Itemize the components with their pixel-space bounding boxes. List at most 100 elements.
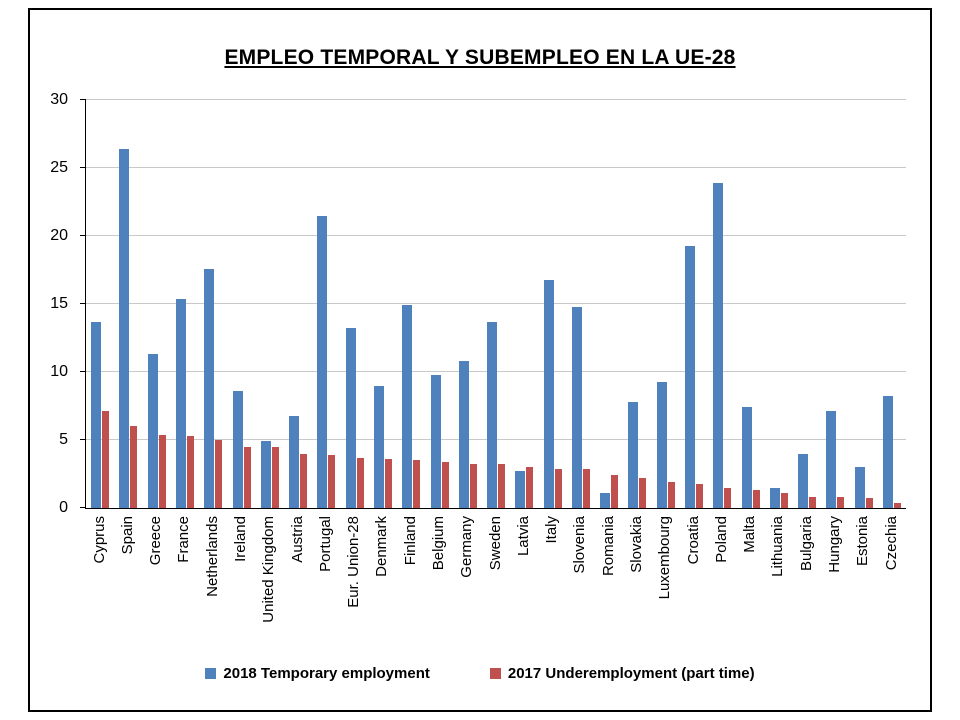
underemployment-bar xyxy=(752,490,760,508)
y-tick-mark xyxy=(80,371,86,373)
x-axis-label: Germany xyxy=(458,516,476,578)
underemployment-bar xyxy=(130,426,138,508)
bar-group xyxy=(312,100,340,508)
bar-group xyxy=(878,100,906,508)
bar-group xyxy=(256,100,284,508)
x-axis-cell: Netherlands xyxy=(198,509,226,643)
underemployment-bar xyxy=(780,493,788,508)
temporary-employment-bar xyxy=(769,487,780,508)
temporary-employment-bar xyxy=(260,441,271,508)
underemployment-bar xyxy=(611,475,619,508)
x-axis-label: Greece xyxy=(147,516,165,566)
x-axis: Cyprus Spain Greece France Netherlands Irelan… xyxy=(85,509,905,643)
x-axis-cell: Portugal xyxy=(311,509,339,643)
x-axis-label: Croatia xyxy=(684,516,702,565)
temporary-employment-bar xyxy=(345,328,356,508)
x-axis-label: Romania xyxy=(599,516,617,577)
underemployment-bar xyxy=(102,411,110,508)
x-axis-label: Malta xyxy=(741,516,759,553)
bar-group xyxy=(171,100,199,508)
temporary-employment-bar xyxy=(826,411,837,508)
y-tick-label: 30 xyxy=(50,91,68,108)
x-axis-label: Slovenia xyxy=(571,516,589,574)
temporary-employment-bar xyxy=(515,471,526,508)
x-axis-cell: Hungary xyxy=(820,509,848,643)
x-axis-label: Spain xyxy=(118,516,136,555)
x-axis-cell: Luxembourg xyxy=(651,509,679,643)
underemployment-bar xyxy=(158,434,166,508)
legend-item-temporary-employment: 2018 Temporary employment xyxy=(205,665,430,682)
temporary-employment-bar xyxy=(204,268,215,508)
bar-group xyxy=(227,100,255,508)
y-tick-mark xyxy=(80,99,86,100)
slide-frame: EMPLEO TEMPORAL Y SUBEMPLEO EN LA UE-28 … xyxy=(28,8,932,712)
temporary-employment-bar xyxy=(119,148,130,508)
underemployment-bar xyxy=(413,460,421,508)
x-axis-label: Netherlands xyxy=(203,516,221,597)
x-axis-cell: Bulgaria xyxy=(792,509,820,643)
underemployment-bar xyxy=(441,461,449,508)
bars xyxy=(86,100,906,508)
bar-group xyxy=(708,100,736,508)
temporary-employment-bar xyxy=(430,374,441,508)
x-axis-cell: Greece xyxy=(142,509,170,643)
x-axis-cell: Ireland xyxy=(226,509,254,643)
x-axis-label: Bulgaria xyxy=(797,516,815,572)
bar-group xyxy=(623,100,651,508)
x-axis-label: Cyprus xyxy=(90,516,108,564)
legend: 2018 Temporary employment 2017 Underempl… xyxy=(30,665,930,682)
x-axis-label: Austria xyxy=(288,516,306,563)
x-axis-cell: Spain xyxy=(113,509,141,643)
bar-group xyxy=(793,100,821,508)
temporary-employment-bar xyxy=(289,415,300,508)
x-axis-cell: Czechia xyxy=(877,509,905,643)
temporary-employment-bar xyxy=(543,279,554,508)
x-axis-label: Poland xyxy=(712,516,730,563)
bar-group xyxy=(199,100,227,508)
temporary-employment-bar xyxy=(317,215,328,508)
x-axis-label: Portugal xyxy=(316,516,334,572)
temporary-employment-bar xyxy=(854,467,865,508)
x-axis-cell: Poland xyxy=(707,509,735,643)
underemployment-bar xyxy=(384,459,392,508)
underemployment-bar xyxy=(554,468,562,508)
temporary-employment-bar xyxy=(147,354,158,508)
underemployment-bar xyxy=(837,497,845,508)
bar-group xyxy=(114,100,142,508)
x-axis-cell: United Kingdom xyxy=(255,509,283,643)
temporary-employment-bar xyxy=(91,321,102,508)
legend-swatch-red xyxy=(489,668,501,679)
underemployment-bar xyxy=(582,468,590,508)
y-tick-mark xyxy=(80,235,86,237)
bar-group xyxy=(736,100,764,508)
underemployment-bar xyxy=(526,467,534,508)
underemployment-bar xyxy=(865,498,873,508)
temporary-employment-bar xyxy=(458,361,469,508)
bar-group xyxy=(652,100,680,508)
x-axis-cell: Eur. Union-28 xyxy=(340,509,368,643)
bar-group xyxy=(539,100,567,508)
x-axis-label: Denmark xyxy=(373,516,391,577)
x-axis-cell: Slovenia xyxy=(566,509,594,643)
temporary-employment-bar xyxy=(402,305,413,508)
x-axis-cell: Finland xyxy=(396,509,424,643)
y-tick-label: 25 xyxy=(50,159,68,176)
x-axis-cell: Croatia xyxy=(679,509,707,643)
x-axis-cell: Estonia xyxy=(849,509,877,643)
temporary-employment-bar xyxy=(685,245,696,508)
underemployment-bar xyxy=(356,457,364,508)
y-tick-label: 10 xyxy=(50,363,68,381)
bar-group xyxy=(482,100,510,508)
x-axis-label: Latvia xyxy=(514,516,532,557)
y-tick-label: 15 xyxy=(50,295,68,312)
bar-group xyxy=(567,100,595,508)
bar-group xyxy=(510,100,538,508)
underemployment-bar xyxy=(809,497,817,508)
x-axis-cell: Cyprus xyxy=(85,509,113,643)
gridline xyxy=(86,99,906,100)
underemployment-bar xyxy=(243,446,251,508)
underemployment-bar xyxy=(215,440,223,508)
bar-group xyxy=(821,100,849,508)
x-axis-label: Slovakia xyxy=(627,516,645,573)
bar-group xyxy=(850,100,878,508)
